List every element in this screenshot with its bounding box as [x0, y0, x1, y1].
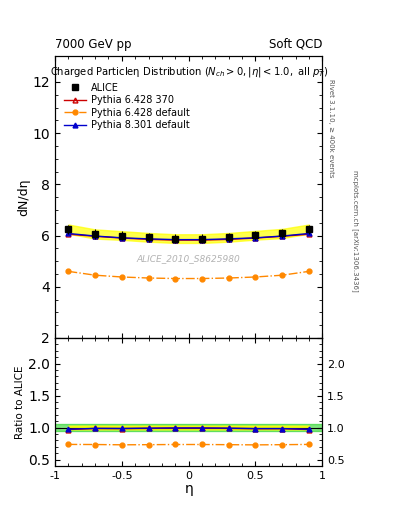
Text: Soft QCD: Soft QCD [269, 38, 322, 51]
Text: 7000 GeV pp: 7000 GeV pp [55, 38, 132, 51]
Text: mcplots.cern.ch [arXiv:1306.3436]: mcplots.cern.ch [arXiv:1306.3436] [352, 169, 358, 291]
Text: ALICE_2010_S8625980: ALICE_2010_S8625980 [137, 254, 241, 264]
Text: Rivet 3.1.10, ≥ 400k events: Rivet 3.1.10, ≥ 400k events [328, 79, 334, 177]
Y-axis label: Ratio to ALICE: Ratio to ALICE [15, 365, 26, 439]
Legend: ALICE, Pythia 6.428 370, Pythia 6.428 default, Pythia 8.301 default: ALICE, Pythia 6.428 370, Pythia 6.428 de… [62, 81, 191, 132]
Y-axis label: dN/dη: dN/dη [17, 178, 30, 216]
Text: Charged Particleη Distribution $(N_{ch} > 0, |\eta| < 1.0,$ all $p_T)$: Charged Particleη Distribution $(N_{ch} … [50, 65, 328, 79]
X-axis label: η: η [184, 482, 193, 496]
